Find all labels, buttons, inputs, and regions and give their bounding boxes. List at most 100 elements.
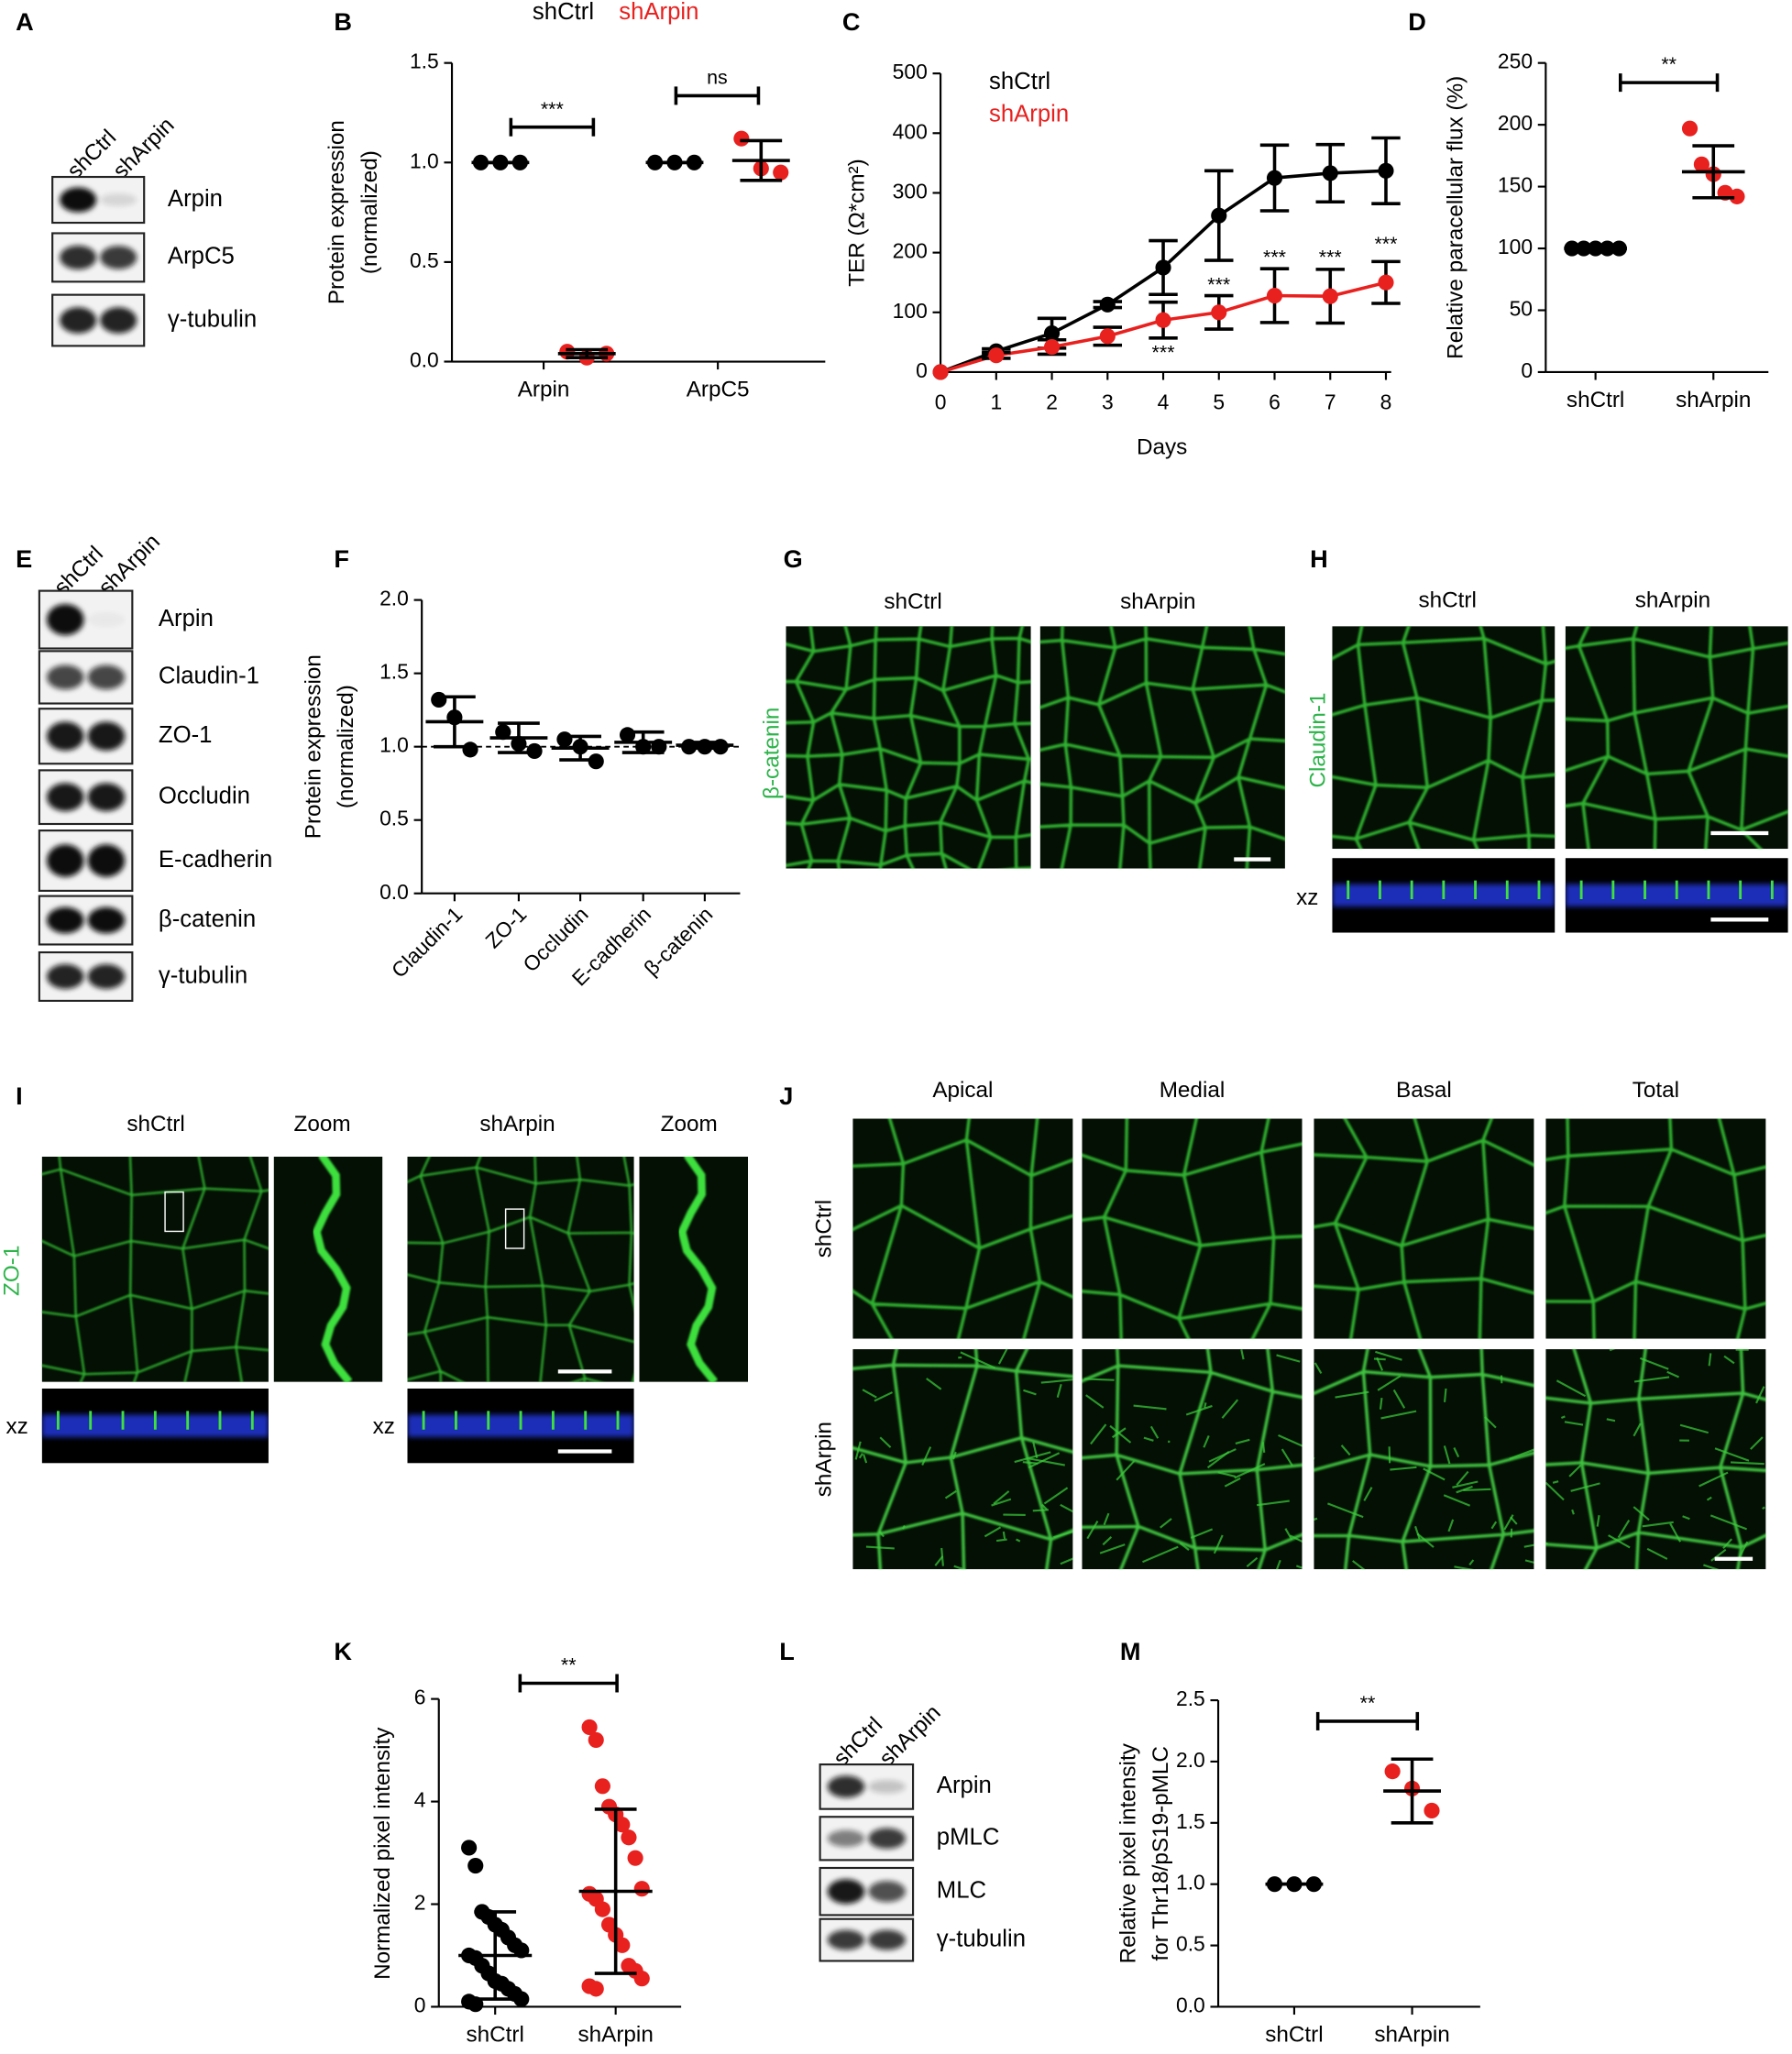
fiber xyxy=(1447,1519,1455,1532)
fiber xyxy=(1060,1557,1073,1565)
fiber xyxy=(1453,1447,1460,1458)
y-tick-label: 100 xyxy=(1498,235,1533,258)
fiber xyxy=(1295,1565,1303,1569)
fiber xyxy=(960,1351,996,1369)
cell-junctions xyxy=(1314,1349,1534,1570)
blot-band xyxy=(87,783,126,812)
fiber xyxy=(926,1378,942,1390)
y-tick-label: 100 xyxy=(893,299,928,323)
legend-entry: shArpin xyxy=(619,0,698,25)
data-point xyxy=(614,1937,631,1953)
fiber xyxy=(1103,1512,1110,1526)
zoom-box xyxy=(164,1191,184,1233)
blot-band xyxy=(868,1881,906,1903)
fiber xyxy=(1454,1565,1475,1570)
fiber xyxy=(1314,1517,1318,1521)
x-tick-label: 4 xyxy=(1158,390,1170,413)
significance: *** xyxy=(1207,273,1230,295)
cell-junctions xyxy=(786,626,1031,869)
blot-band xyxy=(60,307,97,334)
fiber xyxy=(862,1389,877,1399)
data-point xyxy=(1099,296,1116,313)
fiber xyxy=(1388,1446,1391,1464)
fiber xyxy=(1490,1521,1498,1530)
micrograph xyxy=(1314,1118,1534,1339)
micrograph xyxy=(407,1388,634,1464)
fiber xyxy=(1723,1355,1735,1365)
data-point xyxy=(594,1778,610,1795)
fiber xyxy=(1240,1349,1245,1360)
cell-junctions xyxy=(852,1349,1073,1570)
fiber xyxy=(1256,1499,1290,1507)
data-point xyxy=(1043,325,1061,342)
panel-letter: G xyxy=(784,544,803,573)
micrograph xyxy=(1082,1118,1303,1339)
data-point xyxy=(1729,188,1745,204)
data-point xyxy=(633,1881,650,1897)
fiber xyxy=(1060,1503,1073,1513)
blot-band xyxy=(827,1829,865,1848)
micrograph-bg xyxy=(1565,626,1788,850)
data-point xyxy=(1043,339,1061,356)
x-tick-label: shArpin xyxy=(1676,388,1751,412)
fiber xyxy=(953,1565,967,1570)
x-tick-label: 8 xyxy=(1380,390,1392,413)
y-tick-label: 1.0 xyxy=(1176,1871,1205,1895)
fiber xyxy=(1452,1480,1479,1488)
fiber xyxy=(1609,1349,1616,1352)
fiber xyxy=(1468,1559,1475,1565)
column-label: shArpin xyxy=(1120,589,1195,614)
y-tick-label: 4 xyxy=(414,1788,426,1812)
data-point xyxy=(621,1829,637,1846)
y-tick-label: 0.0 xyxy=(379,880,409,904)
fiber xyxy=(1608,1534,1631,1549)
fiber xyxy=(995,1538,1007,1543)
fiber xyxy=(854,1441,862,1460)
blot-band xyxy=(868,1780,906,1794)
micrograph xyxy=(41,1156,269,1382)
lane-label: shCtrl xyxy=(62,125,121,183)
fiber xyxy=(1133,1404,1167,1411)
blot-band xyxy=(87,721,126,751)
x-axis-label: Days xyxy=(1137,434,1187,459)
xz-label: xz xyxy=(373,1414,395,1439)
significance: *** xyxy=(541,98,564,120)
data-point xyxy=(1322,288,1338,304)
x-tick-label: 3 xyxy=(1102,390,1114,413)
legend-entry: shCtrl xyxy=(533,0,594,25)
significance: *** xyxy=(1374,233,1397,255)
fiber xyxy=(1261,1442,1266,1454)
xz-label: xz xyxy=(5,1414,27,1439)
fiber xyxy=(1028,1452,1061,1469)
fiber xyxy=(1275,1559,1281,1570)
fiber xyxy=(1090,1423,1107,1445)
y-tick-label: 1.5 xyxy=(379,660,409,684)
micrograph xyxy=(273,1156,383,1382)
fiber xyxy=(1221,1399,1239,1419)
micrograph xyxy=(41,1388,269,1464)
x-tick-label: 6 xyxy=(1269,390,1281,413)
fiber xyxy=(1523,1543,1534,1548)
blot-band xyxy=(827,1879,865,1905)
fiber xyxy=(1284,1528,1293,1541)
data-point xyxy=(513,1991,530,2007)
data-point xyxy=(556,731,573,748)
fiber xyxy=(1109,1424,1132,1444)
fiber xyxy=(1002,1531,1006,1540)
x-tick-label: shCtrl xyxy=(1265,2022,1323,2047)
band-label: Arpin xyxy=(159,606,214,632)
x-tick-label: ArpC5 xyxy=(687,377,750,401)
panel-letter: D xyxy=(1408,7,1426,36)
band-label: γ-tubulin xyxy=(168,306,257,332)
fiber xyxy=(1443,1388,1447,1402)
fiber xyxy=(1099,1543,1126,1554)
fiber xyxy=(1160,1518,1172,1529)
fiber xyxy=(1699,1471,1729,1488)
panel-letter: L xyxy=(779,1637,795,1665)
cell-junctions xyxy=(1039,626,1285,869)
xz-label: xz xyxy=(1296,885,1318,910)
y-tick-label: 500 xyxy=(893,60,928,83)
blot-band xyxy=(46,844,84,877)
fiber xyxy=(1206,1451,1230,1469)
data-point xyxy=(1155,312,1171,328)
